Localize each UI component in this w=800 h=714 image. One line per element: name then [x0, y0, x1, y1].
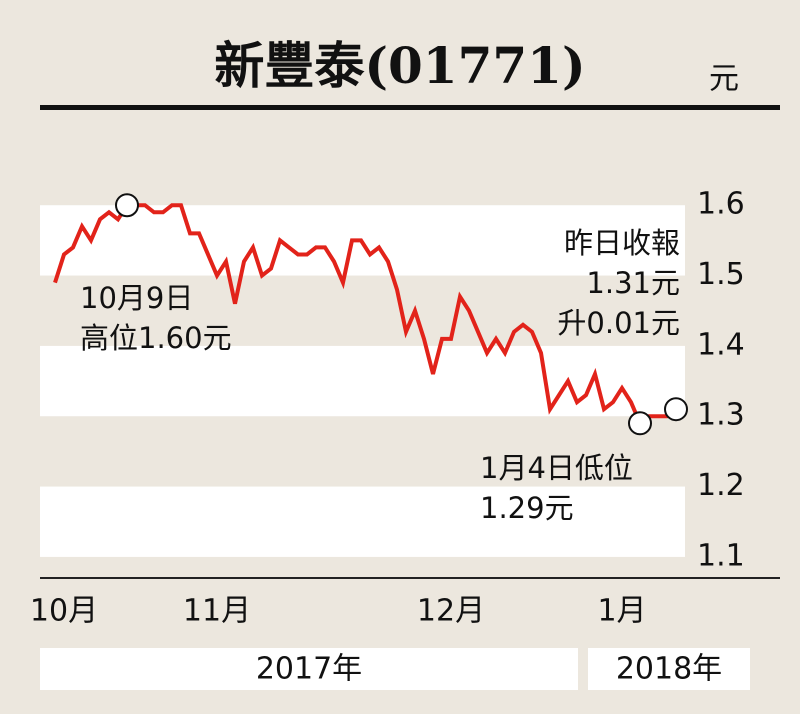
year-box: [40, 648, 578, 690]
y-tick-label: 1.3: [697, 398, 745, 433]
x-tick-label: 11月: [183, 594, 251, 629]
annotation: 高位1.60元: [80, 321, 232, 355]
annotation: 1.31元: [586, 266, 680, 300]
year-box: [588, 648, 750, 690]
line: [53, 203, 678, 427]
y-tick-label: 1.5: [697, 257, 745, 292]
y-unit: 元: [709, 62, 739, 97]
grid-band: [40, 486, 685, 557]
year-label: 2018年: [616, 652, 722, 687]
annotation: 昨日收報: [564, 226, 680, 260]
x-tick-label: 12月: [417, 594, 485, 629]
y-tick-label: 1.4: [697, 327, 745, 362]
annotation: 1.29元: [480, 491, 574, 525]
year-label: 2017年: [256, 652, 362, 687]
point-marker: [628, 411, 652, 436]
y-tick-label: 1.1: [697, 538, 745, 573]
annotation: 升0.01元: [557, 306, 680, 340]
grid-band: [40, 345, 685, 417]
point-marker: [664, 397, 688, 422]
y-tick-label: 1.6: [697, 187, 745, 222]
point-marker: [115, 193, 139, 218]
annotation: 1月4日低位: [480, 451, 633, 485]
x-tick-label: 10月: [30, 594, 98, 629]
annotation: 10月9日: [80, 281, 193, 315]
title-rule: [40, 105, 780, 110]
y-tick-label: 1.2: [697, 468, 745, 503]
x-tick-label: 1月: [597, 594, 646, 629]
chart-title: 新豐泰(01771): [214, 36, 585, 95]
